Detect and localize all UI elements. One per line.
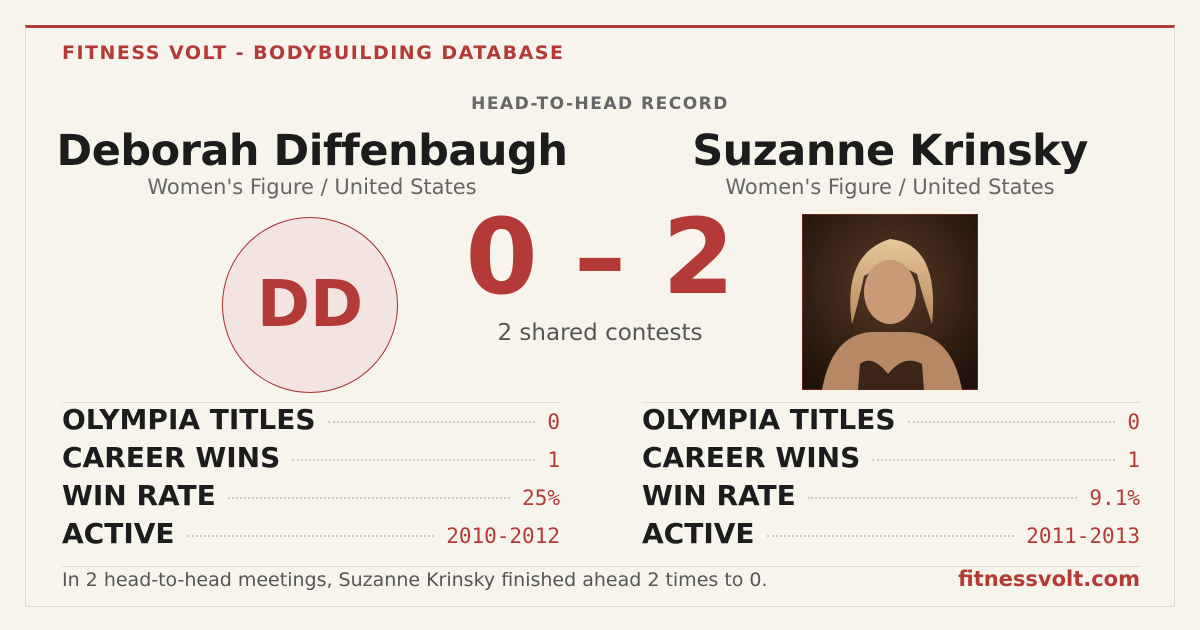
stat-row: WIN RATE 25%	[62, 479, 560, 517]
stat-label: WIN RATE	[642, 479, 796, 512]
dot-leader	[872, 459, 1116, 461]
athlete-subtitle: Women's Figure / United States	[725, 175, 1055, 199]
footer-rule	[62, 566, 1140, 567]
athlete-name: Suzanne Krinsky	[692, 126, 1088, 176]
stat-label: OLYMPIA TITLES	[642, 403, 896, 436]
stats-left: OLYMPIA TITLES 0 CAREER WINS 1 WIN RATE 25% AC…	[62, 402, 560, 555]
dot-leader	[327, 421, 536, 423]
stat-value: 0	[1127, 410, 1140, 434]
section-title: HEAD-TO-HEAD RECORD	[471, 94, 729, 114]
stat-value: 2010-2012	[446, 524, 560, 548]
shared-contests: 2 shared contests	[497, 320, 703, 346]
initials-avatar: DD	[222, 217, 398, 393]
stat-value: 0	[547, 410, 560, 434]
stat-label: CAREER WINS	[62, 441, 281, 474]
stat-row: CAREER WINS 1	[62, 441, 560, 479]
stat-row: ACTIVE 2011-2013	[642, 517, 1140, 555]
stats-right: OLYMPIA TITLES 0 CAREER WINS 1 WIN RATE 9.1% A…	[642, 402, 1140, 555]
stat-value: 2011-2013	[1026, 524, 1140, 548]
stat-value: 1	[547, 448, 560, 472]
athlete-photo	[802, 214, 978, 390]
athlete-subtitle: Women's Figure / United States	[147, 175, 477, 199]
stat-label: CAREER WINS	[642, 441, 861, 474]
stat-row: ACTIVE 2010-2012	[62, 517, 560, 555]
stat-label: ACTIVE	[62, 517, 175, 550]
score: 0 – 2	[465, 196, 735, 318]
stat-value: 1	[1127, 448, 1140, 472]
athlete-name: Deborah Diffenbaugh	[56, 126, 568, 176]
stat-label: OLYMPIA TITLES	[62, 403, 316, 436]
stat-label: WIN RATE	[62, 479, 216, 512]
card-frame	[25, 25, 1175, 607]
stat-row: CAREER WINS 1	[642, 441, 1140, 479]
footer-summary: In 2 head-to-head meetings, Suzanne Krin…	[62, 569, 768, 591]
dot-leader	[807, 497, 1078, 499]
stat-row: OLYMPIA TITLES 0	[642, 403, 1140, 441]
dot-leader	[766, 535, 1015, 537]
stat-value: 9.1%	[1089, 486, 1140, 510]
stat-value: 25%	[522, 486, 560, 510]
brand: FITNESS VOLT - BODYBUILDING DATABASE	[62, 42, 565, 64]
dot-leader	[227, 497, 511, 499]
site-link[interactable]: fitnessvolt.com	[958, 567, 1140, 591]
dot-leader	[186, 535, 435, 537]
stat-row: OLYMPIA TITLES 0	[62, 403, 560, 441]
dot-leader	[907, 421, 1116, 423]
stat-label: ACTIVE	[642, 517, 755, 550]
stat-row: WIN RATE 9.1%	[642, 479, 1140, 517]
dot-leader	[292, 459, 536, 461]
